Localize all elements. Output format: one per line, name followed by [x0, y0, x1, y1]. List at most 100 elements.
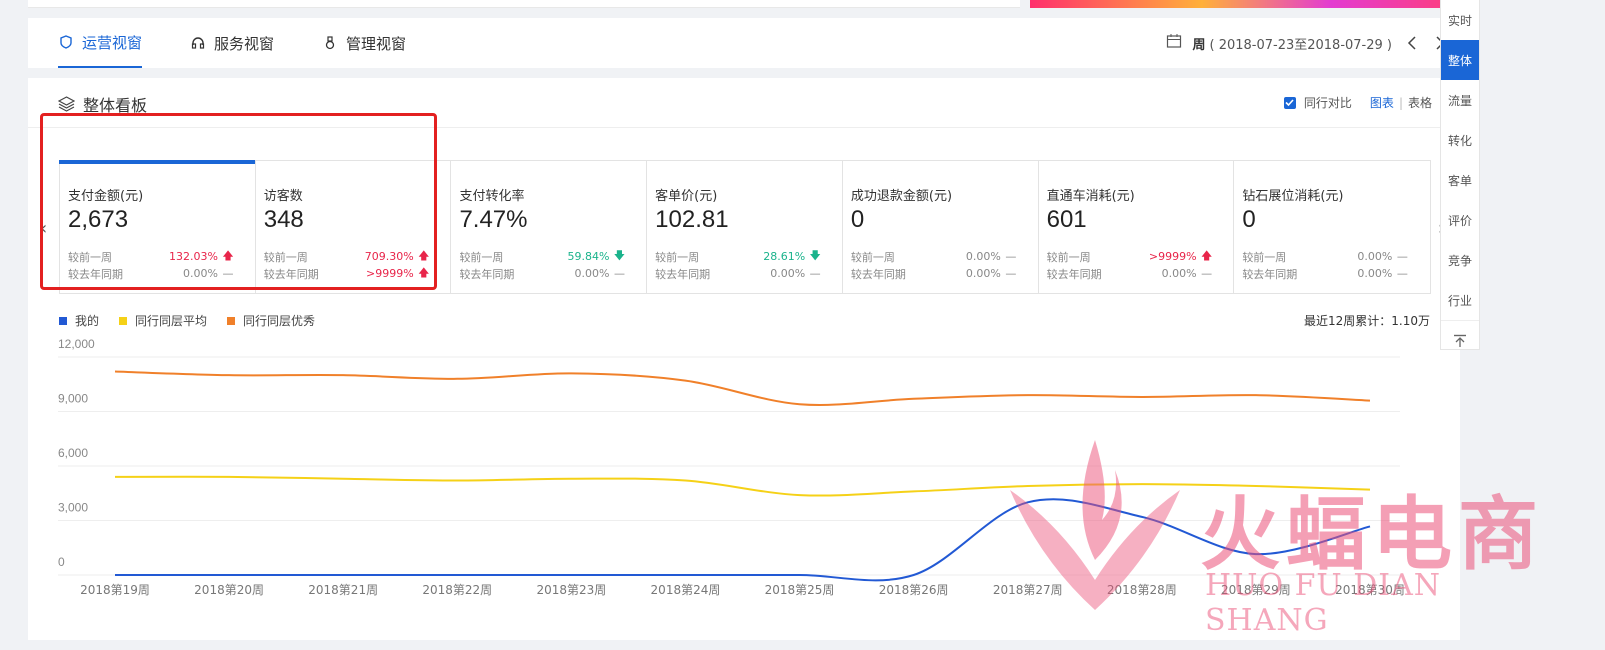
- x-tick-label: 2018第24周: [651, 583, 721, 597]
- peer-compare-label: 同行对比: [1303, 96, 1352, 110]
- tab-service[interactable]: 服务视窗: [190, 18, 274, 68]
- legend-swatch: [59, 316, 67, 325]
- comparison-value: 0.00%: [1161, 267, 1197, 280]
- date-period: 周: [1192, 37, 1206, 53]
- peer-compare-checkbox[interactable]: [1283, 96, 1296, 109]
- date-range-selector[interactable]: 周 ( 2018-07-23至2018-07-29 ): [1166, 18, 1392, 68]
- legend-swatch: [227, 316, 236, 325]
- comparison-row: 较前一周 709.30% 🡅: [264, 248, 443, 265]
- metric-cards: 支付金额(元) 2,673 较前一周 132.03% 🡅 较去年同期 0.00%…: [59, 160, 1431, 294]
- metric-card[interactable]: 直通车消耗(元) 601 较前一周 >9999% 🡅 较去年同期 0.00% —: [1039, 161, 1235, 293]
- tab-management-label: 管理视窗: [346, 34, 407, 53]
- sidenav-item[interactable]: 转化: [1447, 133, 1472, 148]
- up-arrow-icon: 🡅: [418, 249, 430, 262]
- legend-item[interactable]: 同行同层优秀: [227, 312, 315, 329]
- view-tabs-bar: 运营视窗 服务视窗 管理视窗 周 ( 2018-07-23至2018-07-29…: [28, 18, 1479, 68]
- flat-arrow-icon: —: [809, 267, 821, 280]
- sidenav-item[interactable]: 评价: [1447, 213, 1472, 228]
- metric-value: 348: [263, 206, 304, 233]
- metric-label: 支付金额(元): [68, 189, 144, 204]
- x-tick-label: 2018第29周: [1221, 583, 1291, 597]
- metric-label: 支付转化率: [459, 189, 525, 204]
- y-tick-label: 6,000: [58, 446, 88, 460]
- date-range: ( 2018-07-23至2018-07-29 ): [1209, 37, 1392, 53]
- metric-card[interactable]: 支付金额(元) 2,673 较前一周 132.03% 🡅 较去年同期 0.00%…: [59, 160, 256, 293]
- metric-card[interactable]: 访客数 348 较前一周 709.30% 🡅 较去年同期 >9999% 🡅: [256, 161, 452, 293]
- comparison-label: 较前一周: [1242, 250, 1287, 264]
- comparison-label: 较前一周: [263, 250, 308, 264]
- date-nav: [1402, 18, 1422, 68]
- legend-item[interactable]: 我的: [59, 312, 99, 329]
- metric-value: 102.81: [655, 206, 729, 233]
- comparison-row: 较去年同期 0.00% —: [1242, 265, 1422, 282]
- x-tick-label: 2018第19周: [80, 583, 150, 597]
- view-chart-link[interactable]: 图表: [1369, 96, 1394, 110]
- metric-value: 7.47%: [459, 206, 528, 233]
- up-arrow-icon: 🡅: [418, 266, 430, 279]
- up-arrow-icon: 🡅: [222, 249, 234, 262]
- flat-arrow-icon: —: [1396, 250, 1408, 263]
- comparison-row: 较前一周 0.00% —: [851, 248, 1030, 265]
- sidenav-item[interactable]: 客单: [1447, 173, 1472, 188]
- x-tick-label: 2018第28周: [1107, 583, 1177, 597]
- sidenav-item[interactable]: 竞争: [1447, 253, 1472, 268]
- prev-period-button[interactable]: [1402, 33, 1422, 53]
- tab-operations[interactable]: 运营视窗: [58, 18, 143, 68]
- sidenav-item[interactable]: 实时: [1447, 13, 1472, 28]
- legend-item[interactable]: 同行同层平均: [119, 312, 207, 329]
- comparison-label: 较去年同期: [68, 267, 123, 281]
- sidenav-item[interactable]: 流量: [1447, 93, 1472, 108]
- comparison-row: 较前一周 28.61% 🡇: [655, 248, 834, 265]
- x-tick-label: 2018第30周: [1335, 583, 1405, 597]
- comparison-label: 较去年同期: [1242, 267, 1298, 281]
- comparison-block: 较前一周 28.61% 🡇 较去年同期 0.00% —: [655, 248, 834, 282]
- flat-arrow-icon: —: [1201, 267, 1213, 280]
- comparison-value: 0.00%: [574, 267, 610, 280]
- comparison-block: 较前一周 0.00% — 较去年同期 0.00% —: [1242, 248, 1422, 282]
- flat-arrow-icon: —: [1396, 267, 1408, 280]
- comparison-label: 较去年同期: [1046, 267, 1102, 281]
- trend-line-chart: 0 3,000 6,000 9,000 12,000 2018第19周 2018第20周 20…: [58, 337, 1405, 597]
- metric-card[interactable]: 成功退款金额(元) 0 较前一周 0.00% — 较去年同期 0.00% —: [843, 161, 1039, 293]
- comparison-value: 709.30%: [364, 250, 414, 263]
- back-to-top-icon[interactable]: [1441, 320, 1479, 360]
- series-line[interactable]: [114, 370, 1371, 406]
- down-arrow-icon: 🡇: [613, 249, 626, 262]
- promo-banner[interactable]: [1030, 0, 1460, 8]
- tab-operations-label: 运营视窗: [82, 33, 143, 52]
- sidenav-item[interactable]: 行业: [1447, 293, 1472, 308]
- metric-card[interactable]: 钻石展位消耗(元) 0 较前一周 0.00% — 较去年同期 0.00% —: [1234, 161, 1430, 293]
- comparison-label: 较前一周: [850, 250, 895, 264]
- comparison-row: 较去年同期 0.00% —: [459, 265, 638, 282]
- y-tick-label: 9,000: [58, 392, 88, 406]
- panel-title-text: 整体看板: [83, 96, 148, 115]
- comparison-row: 较前一周 59.84% 🡇: [459, 248, 638, 265]
- metric-card[interactable]: 支付转化率 7.47% 较前一周 59.84% 🡇 较去年同期 0.00% —: [451, 161, 648, 293]
- side-navigation: 实时整体流量转化客单评价竞争行业: [1440, 0, 1480, 350]
- flat-arrow-icon: —: [1005, 267, 1017, 280]
- series-line[interactable]: [115, 498, 1371, 582]
- metric-value: 2,673: [68, 206, 129, 233]
- comparison-value: 0.00%: [1357, 250, 1393, 263]
- legend-label: 我的: [75, 314, 100, 328]
- x-tick-label: 2018第25周: [765, 583, 835, 597]
- comparison-row: 较前一周 0.00% —: [1242, 248, 1422, 265]
- legend-label: 同行同层优秀: [243, 314, 316, 328]
- series-line[interactable]: [114, 475, 1371, 497]
- x-tick-label: 2018第20周: [194, 583, 264, 597]
- headset-icon: [190, 35, 206, 51]
- x-tick-label: 2018第23周: [536, 583, 606, 597]
- flat-arrow-icon: —: [613, 267, 625, 280]
- cards-prev-arrow[interactable]: ‹: [40, 218, 48, 239]
- comparison-block: 较前一周 >9999% 🡅 较去年同期 0.00% —: [1047, 248, 1226, 282]
- legend-swatch: [119, 316, 128, 325]
- panel-title: 整体看板: [58, 92, 147, 116]
- top-strip: [28, 0, 1020, 8]
- sidenav-item[interactable]: 整体: [1441, 40, 1479, 80]
- metric-card[interactable]: 客单价(元) 102.81 较前一周 28.61% 🡇 较去年同期 0.00% …: [647, 161, 843, 293]
- tab-management[interactable]: 管理视窗: [322, 18, 406, 68]
- metric-label: 钻石展位消耗(元): [1242, 189, 1344, 204]
- x-tick-label: 2018第22周: [422, 583, 492, 597]
- y-tick-label: 0: [58, 555, 65, 569]
- view-table-link[interactable]: 表格: [1407, 96, 1432, 110]
